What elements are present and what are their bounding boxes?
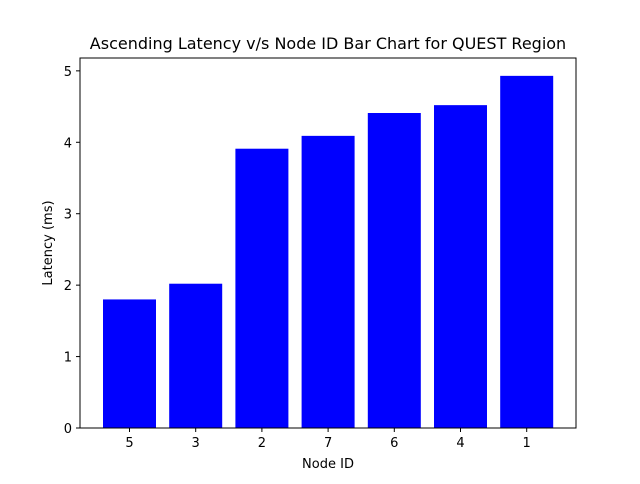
x-tick-label: 2 <box>258 436 266 451</box>
x-axis-label: Node ID <box>302 457 354 472</box>
bar-node-3 <box>169 283 223 428</box>
bar-node-2 <box>235 148 289 428</box>
x-tick-label: 1 <box>523 436 531 451</box>
x-tick-label: 6 <box>390 436 398 451</box>
plot-frame <box>79 57 577 429</box>
bar-node-6 <box>367 113 421 428</box>
x-axis: 5 3 2 7 6 4 1 <box>125 428 531 451</box>
y-tick-label: 4 <box>64 136 72 151</box>
x-tick-label: 4 <box>456 436 464 451</box>
chart-title: Ascending Latency v/s Node ID Bar Chart … <box>90 34 566 53</box>
x-tick-label: 5 <box>125 436 133 451</box>
bars-layer <box>103 75 554 429</box>
y-tick-label: 3 <box>64 208 72 223</box>
x-tick-label: 3 <box>192 436 200 451</box>
bar-node-1 <box>500 75 554 429</box>
bar-node-7 <box>301 135 355 429</box>
y-tick-label: 0 <box>64 422 72 437</box>
y-axis-label: Latency (ms) <box>41 200 56 285</box>
y-tick-label: 2 <box>64 279 72 294</box>
bar-node-4 <box>434 105 487 428</box>
y-tick-label: 1 <box>64 351 72 366</box>
y-axis: 0 1 2 3 4 5 <box>64 65 80 437</box>
bar-node-5 <box>103 299 156 428</box>
x-tick-label: 7 <box>324 436 332 451</box>
y-tick-label: 5 <box>64 65 72 80</box>
